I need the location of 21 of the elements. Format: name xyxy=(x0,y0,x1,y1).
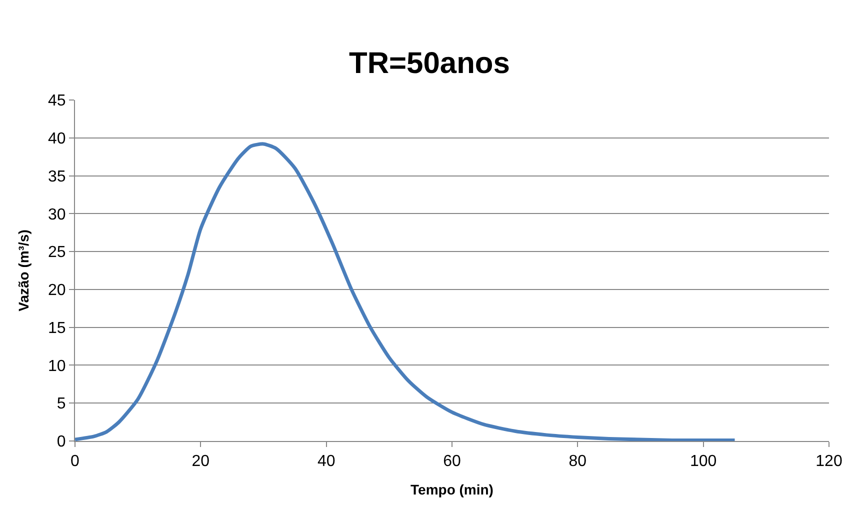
x-tick-label: 120 xyxy=(816,453,842,470)
x-tick-label: 0 xyxy=(70,453,80,470)
x-tick-label: 40 xyxy=(317,453,336,470)
x-tick-label: 100 xyxy=(690,453,717,470)
x-tick-label: 80 xyxy=(568,453,587,470)
chart-title: TR=50anos xyxy=(349,47,510,80)
y-tick-label: 35 xyxy=(48,168,66,186)
x-tick-label: 20 xyxy=(192,453,210,470)
y-tick-label: 30 xyxy=(48,206,66,224)
y-tick-label: 25 xyxy=(48,244,66,262)
y-tick-label: 5 xyxy=(56,396,66,413)
y-tick-label: 20 xyxy=(48,282,66,300)
y-tick-label: 15 xyxy=(48,320,66,337)
x-tick-label: 60 xyxy=(443,453,461,470)
y-tick-label: 40 xyxy=(48,130,66,148)
x-axis-title: Tempo (min) xyxy=(410,482,494,498)
line-series xyxy=(75,142,736,441)
y-axis-title: Vazão (m³/s) xyxy=(16,230,32,312)
y-tick-label: 10 xyxy=(48,358,66,375)
y-tick-label: 0 xyxy=(56,434,66,451)
y-tick-label: 45 xyxy=(48,92,66,110)
